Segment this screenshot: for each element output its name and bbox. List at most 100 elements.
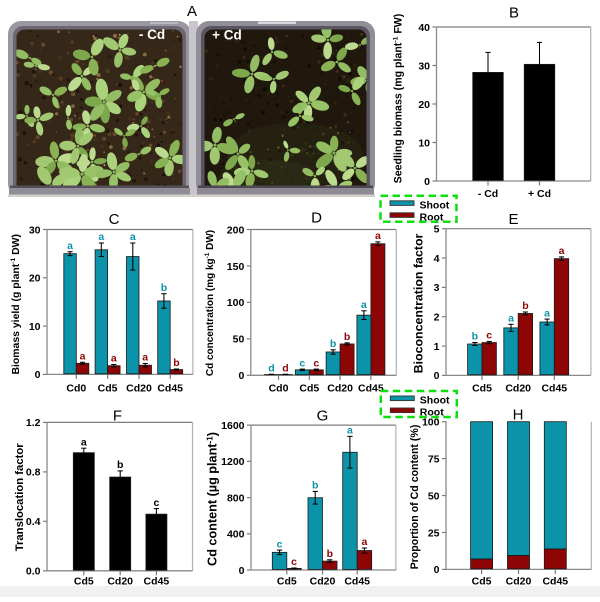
svg-text:c: c bbox=[299, 357, 305, 369]
svg-text:a: a bbox=[142, 352, 148, 364]
svg-text:d: d bbox=[268, 363, 274, 375]
svg-text:c: c bbox=[313, 357, 319, 369]
svg-text:a: a bbox=[361, 299, 367, 311]
svg-text:Root: Root bbox=[420, 407, 444, 419]
svg-text:30: 30 bbox=[418, 60, 430, 72]
svg-text:Cd45: Cd45 bbox=[358, 383, 384, 395]
svg-text:Cd20: Cd20 bbox=[327, 383, 353, 395]
svg-text:a: a bbox=[508, 313, 514, 325]
svg-text:400: 400 bbox=[227, 529, 245, 541]
svg-text:a: a bbox=[98, 231, 104, 243]
svg-text:Cd5: Cd5 bbox=[472, 576, 492, 588]
svg-text:c: c bbox=[486, 330, 492, 342]
svg-text:a: a bbox=[544, 307, 550, 319]
svg-text:10: 10 bbox=[29, 321, 41, 333]
svg-text:50: 50 bbox=[428, 490, 440, 502]
svg-text:Translocation factor: Translocation factor bbox=[14, 443, 26, 552]
svg-text:Shoot: Shoot bbox=[420, 395, 450, 407]
svg-text:75: 75 bbox=[428, 453, 440, 465]
svg-text:Cd concentration (mg kg-1 DW): Cd concentration (mg kg-1 DW) bbox=[204, 230, 216, 376]
svg-text:0: 0 bbox=[424, 176, 430, 188]
svg-text:b: b bbox=[161, 282, 167, 294]
svg-text:b: b bbox=[472, 331, 478, 343]
svg-text:D: D bbox=[311, 210, 322, 227]
svg-text:Cd45: Cd45 bbox=[542, 576, 568, 588]
svg-text:Cd5: Cd5 bbox=[98, 383, 118, 395]
svg-text:Cd45: Cd45 bbox=[344, 576, 370, 588]
svg-text:1600: 1600 bbox=[221, 420, 245, 432]
svg-text:Cd0: Cd0 bbox=[66, 383, 86, 395]
svg-text:a: a bbox=[559, 245, 565, 257]
svg-text:a: a bbox=[375, 230, 381, 242]
svg-text:b: b bbox=[344, 331, 350, 343]
svg-text:0: 0 bbox=[434, 370, 440, 382]
svg-text:b: b bbox=[522, 300, 528, 312]
svg-text:0.0: 0.0 bbox=[26, 566, 41, 578]
svg-text:a: a bbox=[67, 240, 73, 252]
svg-text:Cd5: Cd5 bbox=[277, 576, 297, 588]
svg-text:a: a bbox=[347, 425, 353, 437]
svg-text:20: 20 bbox=[29, 273, 41, 285]
svg-text:800: 800 bbox=[227, 492, 245, 504]
svg-text:3: 3 bbox=[434, 282, 440, 294]
svg-text:c: c bbox=[291, 556, 297, 568]
svg-text:Shoot: Shoot bbox=[420, 199, 450, 211]
svg-text:Cd45: Cd45 bbox=[541, 383, 567, 395]
svg-text:+ Cd: + Cd bbox=[528, 188, 551, 200]
svg-text:100: 100 bbox=[227, 297, 245, 309]
svg-text:b: b bbox=[117, 459, 123, 471]
svg-text:0: 0 bbox=[434, 564, 440, 576]
svg-text:b: b bbox=[173, 357, 179, 369]
svg-text:B: B bbox=[509, 5, 519, 22]
svg-text:a: a bbox=[361, 536, 367, 548]
svg-text:- Cd: - Cd bbox=[478, 188, 498, 200]
svg-text:0: 0 bbox=[35, 369, 41, 381]
svg-text:G: G bbox=[317, 408, 329, 425]
svg-text:150: 150 bbox=[227, 261, 245, 273]
svg-text:5: 5 bbox=[434, 224, 440, 236]
svg-text:1.2: 1.2 bbox=[26, 417, 41, 429]
svg-text:+ Cd: + Cd bbox=[212, 28, 242, 43]
svg-text:Biomass yield (g plant-1 DW): Biomass yield (g plant-1 DW) bbox=[10, 234, 22, 375]
svg-text:Root: Root bbox=[420, 211, 444, 223]
svg-text:b: b bbox=[327, 548, 333, 560]
svg-text:Bioconcentration factor: Bioconcentration factor bbox=[412, 233, 426, 373]
svg-text:10: 10 bbox=[418, 137, 430, 149]
svg-text:H: H bbox=[513, 407, 524, 424]
svg-text:a: a bbox=[80, 351, 86, 363]
svg-text:Cd20: Cd20 bbox=[310, 576, 336, 588]
svg-text:25: 25 bbox=[428, 527, 440, 539]
svg-text:Cd45: Cd45 bbox=[157, 383, 183, 395]
svg-text:Cd20: Cd20 bbox=[126, 383, 152, 395]
svg-text:a: a bbox=[111, 353, 117, 365]
svg-text:0.4: 0.4 bbox=[26, 516, 41, 528]
svg-text:Proportion of Cd content (%): Proportion of Cd content (%) bbox=[409, 425, 421, 570]
svg-text:Cd20: Cd20 bbox=[506, 576, 532, 588]
svg-text:Cd5: Cd5 bbox=[74, 576, 94, 588]
svg-text:C: C bbox=[109, 211, 120, 228]
svg-text:E: E bbox=[508, 211, 518, 228]
svg-text:0: 0 bbox=[238, 370, 244, 382]
svg-text:0: 0 bbox=[239, 565, 245, 577]
svg-text:c: c bbox=[153, 497, 159, 509]
svg-text:200: 200 bbox=[227, 224, 245, 236]
svg-text:d: d bbox=[282, 363, 288, 375]
svg-text:Cd content (µg plant-1): Cd content (µg plant-1) bbox=[206, 432, 220, 566]
svg-text:0.8: 0.8 bbox=[26, 467, 41, 479]
svg-text:50: 50 bbox=[233, 334, 245, 346]
svg-text:a: a bbox=[81, 436, 87, 448]
svg-text:c: c bbox=[277, 538, 283, 550]
svg-text:1200: 1200 bbox=[221, 456, 245, 468]
svg-text:- Cd: - Cd bbox=[139, 27, 165, 42]
svg-text:Cd20: Cd20 bbox=[107, 576, 133, 588]
svg-text:2: 2 bbox=[434, 312, 440, 324]
svg-text:b: b bbox=[312, 480, 318, 492]
svg-text:A: A bbox=[187, 3, 197, 20]
svg-text:30: 30 bbox=[29, 224, 41, 236]
svg-text:Cd0: Cd0 bbox=[269, 383, 289, 395]
svg-text:Cd20: Cd20 bbox=[505, 383, 531, 395]
svg-text:Cd5: Cd5 bbox=[299, 383, 319, 395]
svg-text:b: b bbox=[330, 338, 336, 350]
svg-text:1: 1 bbox=[434, 341, 440, 353]
svg-text:a: a bbox=[130, 231, 136, 243]
